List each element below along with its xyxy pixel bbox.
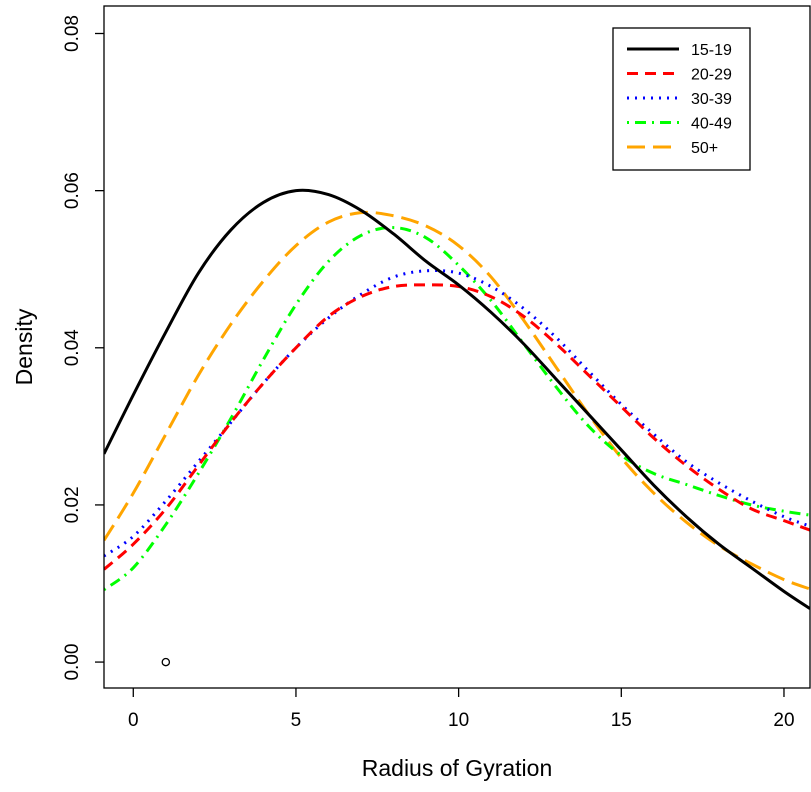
x-tick-label-10: 10	[448, 710, 469, 731]
series-line-40-49	[104, 226, 810, 592]
legend-label-40-49: 40-49	[691, 116, 732, 133]
series-line-15-19	[104, 188, 810, 610]
y-tick-label-1: 0.02	[62, 486, 83, 523]
y-axis-title: Density	[11, 308, 37, 385]
x-axis-title: Radius of Gyration	[362, 755, 552, 781]
series-lines	[104, 188, 810, 610]
legend-label-30-39: 30-39	[691, 91, 732, 108]
y-tick-label-4: 0.08	[62, 15, 83, 52]
x-axis: 0 5 10 15 20	[128, 688, 795, 731]
x-tick-label-15: 15	[611, 710, 632, 731]
series-line-20-29	[104, 283, 810, 571]
plot-frame	[103, 5, 811, 689]
plot-content	[104, 188, 810, 667]
legend-label-15-19: 15-19	[691, 42, 732, 59]
legend: 15-19 20-29 30-39 40-49 50+	[612, 27, 751, 171]
legend-label-20-29: 20-29	[691, 67, 732, 84]
y-tick-label-3: 0.06	[62, 172, 83, 209]
y-tick-label-0: 0.00	[62, 644, 83, 681]
x-tick-label-0: 0	[128, 710, 139, 731]
y-axis: 0.00 0.02 0.04 0.06 0.08	[62, 15, 104, 681]
x-tick-label-5: 5	[291, 710, 302, 731]
series-line-30-39	[104, 269, 810, 558]
data-point-0	[161, 657, 171, 667]
x-tick-label-20: 20	[773, 710, 794, 731]
y-tick-label-2: 0.04	[62, 329, 83, 366]
series-line-50+	[104, 210, 810, 591]
legend-label-50+: 50+	[691, 140, 718, 157]
